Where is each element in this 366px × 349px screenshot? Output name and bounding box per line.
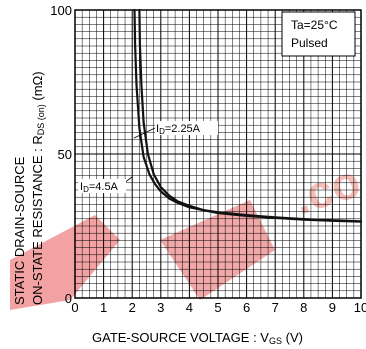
svg-text:ID=2.25A: ID=2.25A — [156, 123, 201, 136]
x-tick-label: 8 — [300, 300, 307, 315]
y-tick-label: 100 — [50, 3, 72, 18]
label-ID-main: I — [156, 123, 159, 135]
x-tick-label: 1 — [100, 300, 107, 315]
x-tick-label: 2 — [129, 300, 136, 315]
conditions-box: Ta=25°C Pulsed — [281, 11, 356, 57]
x-tick-label: 4 — [186, 300, 193, 315]
svg-text:ON-STATE RESISTANCE : RDS (on: ON-STATE RESISTANCE : RDS (on) (mΩ) — [30, 71, 46, 305]
label-ID-rest: =2.25A — [165, 123, 201, 135]
series-group — [133, 8, 363, 223]
series-line-1 — [138, 8, 363, 223]
x-tick-label: 7 — [272, 300, 279, 315]
y-tick-label: 0 — [65, 291, 72, 306]
watermark: .co — [10, 155, 366, 310]
label-ID-main: I — [80, 181, 83, 193]
condition-temperature: Ta=25°C — [291, 18, 338, 32]
y-axis-label-line2: ON-STATE RESISTANCE : RDS (on) (mΩ) — [30, 71, 46, 305]
label-ID-rest: =4.5A — [89, 181, 119, 193]
label-ID-sub: D — [159, 127, 165, 136]
series-annotation-id-4.5a: ID=4.5A — [78, 176, 133, 194]
y-axis-label-line1: STATIC DRAIN-SOURCE — [12, 156, 27, 305]
svg-text:.co: .co — [287, 155, 366, 225]
y-tick-label: 50 — [58, 147, 72, 162]
series-annotation-id-2.25a: ID=2.25A — [133, 121, 218, 139]
x-tick-label: 10 — [354, 300, 366, 315]
svg-text:ID=4.5A: ID=4.5A — [80, 181, 119, 194]
x-tick-label: 0 — [71, 300, 78, 315]
x-tick-label: 3 — [157, 300, 164, 315]
y-tick-labels: 0 50 100 — [50, 3, 72, 306]
x-tick-labels: 0 1 2 3 4 5 6 7 8 9 10 — [71, 300, 366, 315]
label-ID-sub: D — [83, 185, 89, 194]
x-tick-label: 6 — [243, 300, 250, 315]
x-tick-label: 5 — [214, 300, 221, 315]
x-axis-label: GATE-SOURCE VOLTAGE : VGS (V) — [92, 330, 303, 346]
x-tick-label: 9 — [329, 300, 336, 315]
svg-text:STATIC DRAIN-SOURCE: STATIC DRAIN-SOURCE — [12, 156, 27, 305]
grid — [75, 10, 361, 298]
condition-pulsed: Pulsed — [291, 36, 328, 50]
